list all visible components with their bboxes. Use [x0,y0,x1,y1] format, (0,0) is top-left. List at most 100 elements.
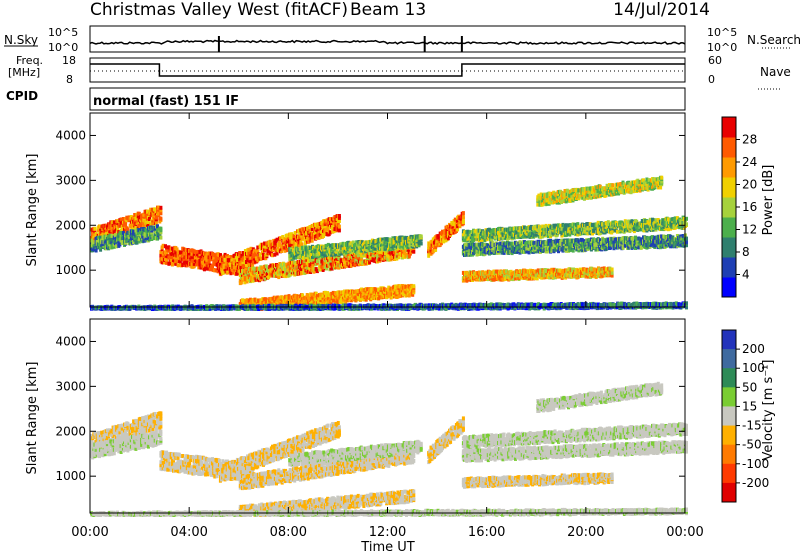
heatmap-cell [685,243,688,248]
heatmap-cell [351,240,355,245]
heatmap-cell [144,236,148,241]
freq-left-tick-0: 18 [62,54,76,67]
heatmap-cell [254,251,258,256]
heatmap-cell [369,291,373,296]
heatmap-cell [95,239,99,244]
heatmap-cell [412,288,416,293]
heatmap-cell [495,242,499,247]
heatmap-cell [453,217,457,222]
heatmap-cell [360,240,364,245]
frequency-frame [89,57,686,83]
heatmap-cell [397,244,401,249]
heatmap-cell [583,239,587,244]
heatmap-cell [310,227,314,232]
heatmap-cell [94,248,98,253]
heatmap-cell [571,248,575,253]
heatmap-cell [159,226,163,231]
heatmap-cell [276,295,280,300]
nsky-label: N.Sky [4,33,38,47]
heatmap-cell [129,231,133,236]
heatmap-cell [247,275,251,280]
heatmap-cell [591,222,594,227]
heatmap-cell [132,240,136,244]
heatmap-cell [412,284,416,289]
heatmap-cell [591,226,594,231]
heatmap-cell [129,215,133,219]
heatmap-cell [671,235,675,240]
heatmap-cell [351,293,354,298]
heatmap-cell [207,260,211,265]
heatmap-cell [121,230,125,235]
heatmap-cell [478,229,482,234]
heatmap-cell [192,261,196,266]
heatmap-cell [219,253,222,258]
heatmap-cell [580,238,584,243]
heatmap-cell [146,220,150,224]
heatmap-cell [327,293,331,298]
heatmap-cell [587,238,591,243]
heatmap-cell [214,255,218,260]
heatmap-cell [243,257,247,262]
heatmap-cell [476,234,480,239]
heatmap-cell [286,271,290,276]
heatmap-cell [339,258,343,263]
heatmap-cell [193,250,197,254]
heatmap-cell [92,235,96,240]
heatmap-cell [198,259,202,263]
heatmap-cell [112,230,116,235]
heatmap-cell [461,234,465,239]
heatmap-cell [110,233,114,238]
heatmap-cell [213,253,217,258]
heatmap-cell [148,217,151,221]
heatmap-cell [303,241,307,246]
heatmap-cell [560,238,564,243]
heatmap-cell [159,235,163,240]
heatmap-cell [203,263,206,268]
heatmap-cell [337,228,341,233]
freq-unit-label: [MHz] [8,66,40,79]
heatmap-cell [104,231,108,235]
heatmap-cell [427,246,431,251]
heatmap-cell [134,224,138,229]
heatmap-cell [345,250,348,255]
heatmap-cell [525,249,529,254]
heatmap-cell [277,275,281,280]
heatmap-cell [577,225,581,230]
heatmap-cell [247,247,251,252]
heatmap-cell [247,251,251,256]
heatmap-cell [293,260,297,265]
heatmap-cell [159,250,163,255]
heatmap-cell [315,294,319,299]
heatmap-cell [321,293,325,298]
heatmap-cell [260,266,264,271]
heatmap-cell [238,251,242,255]
heatmap-cell [211,264,214,269]
power-heatmap [90,175,688,311]
heatmap-cell [411,242,415,247]
heatmap-cell [229,261,233,265]
heatmap-cell [300,271,303,276]
heatmap-cell [400,249,404,254]
heatmap-cell [245,263,248,268]
heatmap-cell [253,273,257,277]
heatmap-cell [404,285,408,289]
heatmap-cell [609,244,613,249]
heatmap-cell [639,245,643,250]
heatmap-cell [113,233,117,238]
heatmap-cell [135,221,139,225]
heatmap-cell [490,250,494,255]
heatmap-cell [309,258,313,263]
heatmap-cell [116,226,120,231]
heatmap-cell [498,233,502,238]
heatmap-cell [371,252,375,257]
heatmap-cell [231,270,235,275]
heatmap-cell [241,260,245,265]
heatmap-cell [368,294,372,299]
heatmap-cell [535,232,539,237]
heatmap-cell [133,213,137,217]
heatmap-cell [501,235,505,240]
heatmap-cell [275,251,279,256]
heatmap-cell [198,252,202,257]
